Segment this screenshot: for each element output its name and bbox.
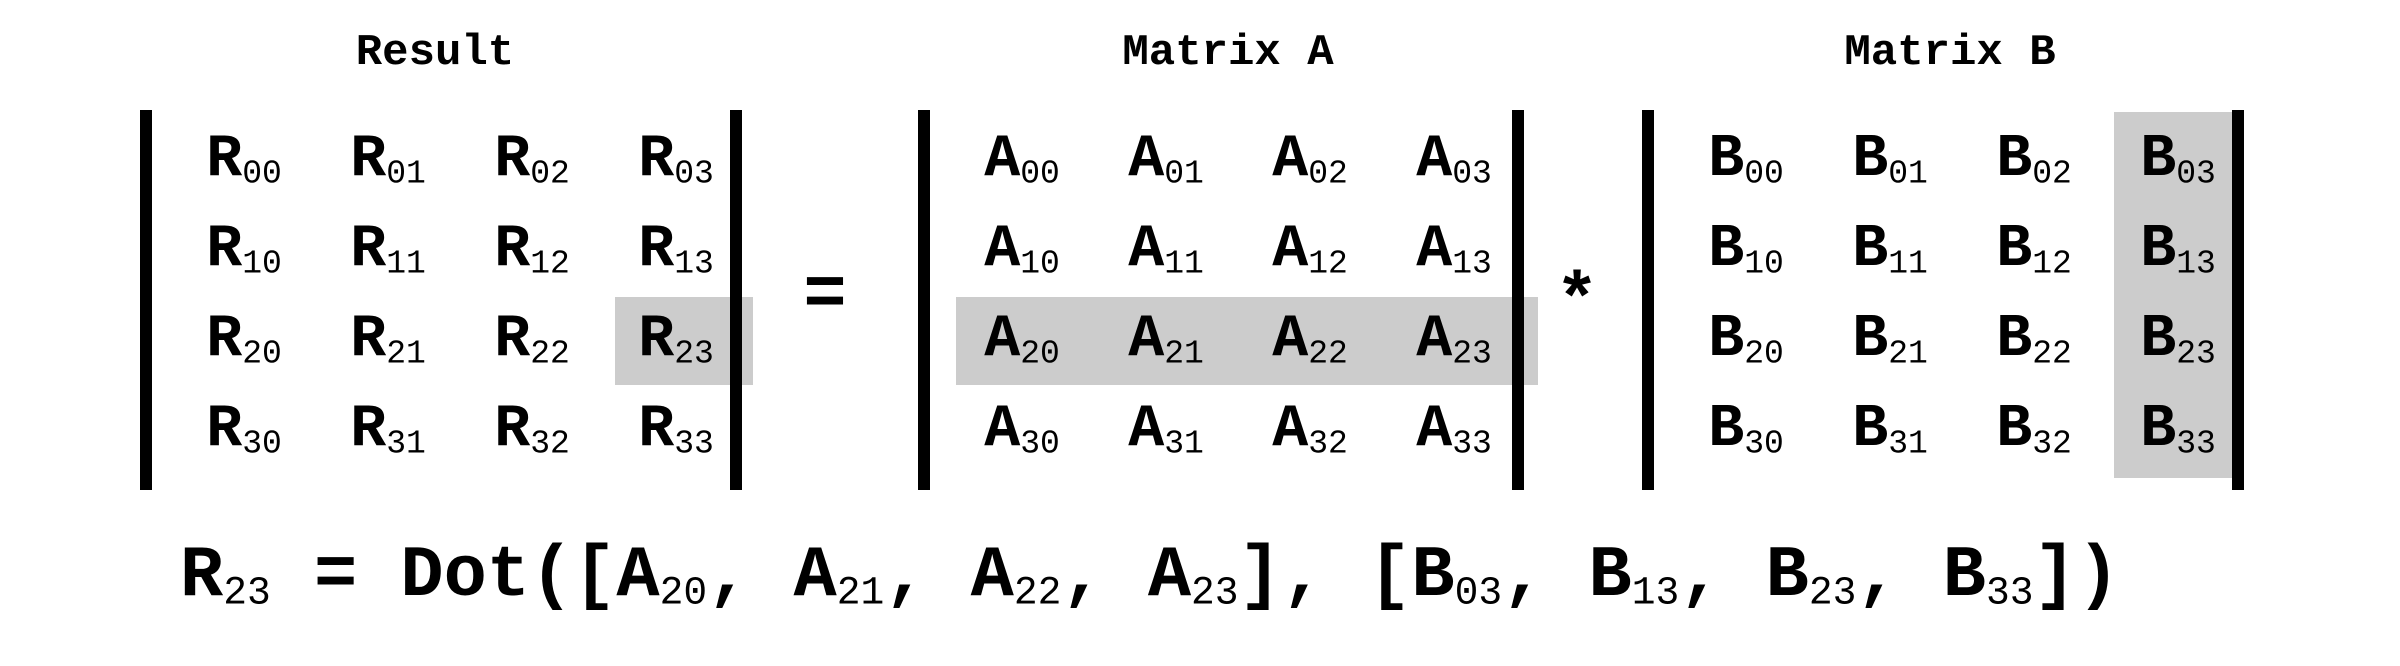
matrix-cell: R31 [350, 396, 426, 464]
matrix-cell: B03 [2140, 126, 2216, 194]
matrix-cell: A11 [1128, 216, 1204, 284]
matrix-bracket-left [918, 110, 930, 490]
equals-operator: = [803, 255, 847, 337]
matrix-cell: R21 [350, 306, 426, 374]
matrix-cell: B22 [1996, 306, 2072, 374]
matrix-cell: B31 [1852, 396, 1928, 464]
title-matrix-a: Matrix A [1122, 28, 1334, 78]
matrix-bracket-right [730, 110, 742, 490]
matrix-cell: R23 [638, 306, 714, 374]
matrix-cell: A31 [1128, 396, 1204, 464]
matrix-cell: R13 [638, 216, 714, 284]
matrix-cell: A01 [1128, 126, 1204, 194]
matrix-cell: A12 [1272, 216, 1348, 284]
matrix-cell: B13 [2140, 216, 2216, 284]
matrix-cell: B01 [1852, 126, 1928, 194]
matrix-cell: A33 [1416, 396, 1492, 464]
multiply-operator: * [1555, 262, 1599, 344]
matrix-cell: A00 [984, 126, 1060, 194]
matrix-cell: B00 [1708, 126, 1784, 194]
matrix-cell: R01 [350, 126, 426, 194]
matrix-cell: B02 [1996, 126, 2072, 194]
matrix-cell: R11 [350, 216, 426, 284]
matrix-cell: R00 [206, 126, 282, 194]
matrix-bracket-right [2232, 110, 2244, 490]
matrix-cell: A22 [1272, 306, 1348, 374]
matrix-cell: B10 [1708, 216, 1784, 284]
title-matrix-b: Matrix B [1844, 28, 2056, 78]
matrix-cell: A30 [984, 396, 1060, 464]
matrix-cell: B33 [2140, 396, 2216, 464]
matrix-cell: R03 [638, 126, 714, 194]
matrix-cell: R10 [206, 216, 282, 284]
matrix-cell: B21 [1852, 306, 1928, 374]
matrix-cell: B12 [1996, 216, 2072, 284]
matrix-cell: R12 [494, 216, 570, 284]
matrix-cell: R22 [494, 306, 570, 374]
matrix-cell: B30 [1708, 396, 1784, 464]
matrix-cell: R32 [494, 396, 570, 464]
formula: R23 = Dot([A20, A21, A22, A23], [B03, B1… [180, 535, 2120, 617]
matrix-bracket-right [1512, 110, 1524, 490]
matrix-bracket-left [1642, 110, 1654, 490]
matrix-cell: R20 [206, 306, 282, 374]
matrix-cell: R02 [494, 126, 570, 194]
matrix-cell: A32 [1272, 396, 1348, 464]
matrix-cell: R33 [638, 396, 714, 464]
matrix-cell: A02 [1272, 126, 1348, 194]
matrix-cell: R30 [206, 396, 282, 464]
matrix-cell: A13 [1416, 216, 1492, 284]
matrix-cell: A03 [1416, 126, 1492, 194]
highlight-col [2114, 112, 2244, 478]
highlight-row [956, 297, 1538, 385]
matrix-cell: B32 [1996, 396, 2072, 464]
matrix-cell: A23 [1416, 306, 1492, 374]
matrix-cell: A10 [984, 216, 1060, 284]
matrix-cell: B11 [1852, 216, 1928, 284]
matrix-cell: B20 [1708, 306, 1784, 374]
matrix-bracket-left [140, 110, 152, 490]
title-result: Result [355, 28, 515, 78]
matrix-cell: A20 [984, 306, 1060, 374]
matrix-cell: A21 [1128, 306, 1204, 374]
matrix-cell: B23 [2140, 306, 2216, 374]
